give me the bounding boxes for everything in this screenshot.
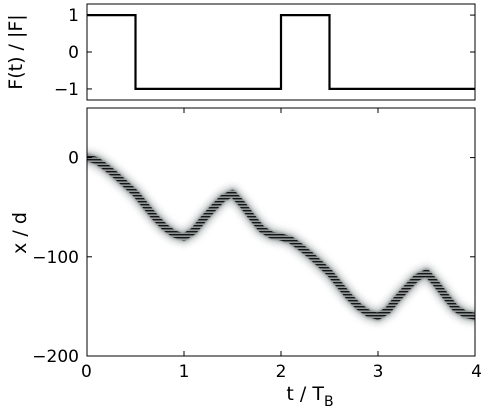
position-y-tick-label: 0	[68, 149, 79, 169]
position-y-axis-label: x / d	[9, 212, 31, 254]
density-axis-ticks: 0 1 2 3 4 0 −100 −200	[32, 108, 482, 382]
force-panel: 1 0 −1 F(t) / |F|	[5, 3, 476, 101]
time-x-tick-label: 2	[276, 362, 287, 382]
force-line	[87, 14, 475, 91]
force-y-tick-label: 0	[68, 43, 79, 63]
density-panel: 0 1 2 3 4 0 −100 −200 x / d t / TB	[9, 107, 482, 410]
time-x-axis-label-subscript: B	[324, 394, 334, 410]
force-y-axis-label: F(t) / |F|	[5, 14, 27, 89]
density-plot-area	[87, 150, 475, 324]
position-y-tick-label: −100	[32, 248, 79, 268]
time-x-tick-label: 3	[373, 362, 384, 382]
density-fringes	[87, 154, 475, 320]
force-y-tick-label: 1	[68, 6, 79, 26]
force-y-tick-label: −1	[54, 80, 79, 100]
time-x-tick-label: 0	[81, 362, 92, 382]
position-y-tick-label: −200	[32, 347, 79, 367]
time-x-tick-label: 1	[179, 362, 190, 382]
time-x-axis-label-main: t / T	[286, 383, 324, 405]
time-x-tick-label: 4	[471, 362, 482, 382]
time-x-axis-label: t / TB	[286, 383, 333, 410]
force-y-ticks: 1 0 −1	[54, 6, 475, 100]
force-plot-area	[87, 14, 475, 91]
